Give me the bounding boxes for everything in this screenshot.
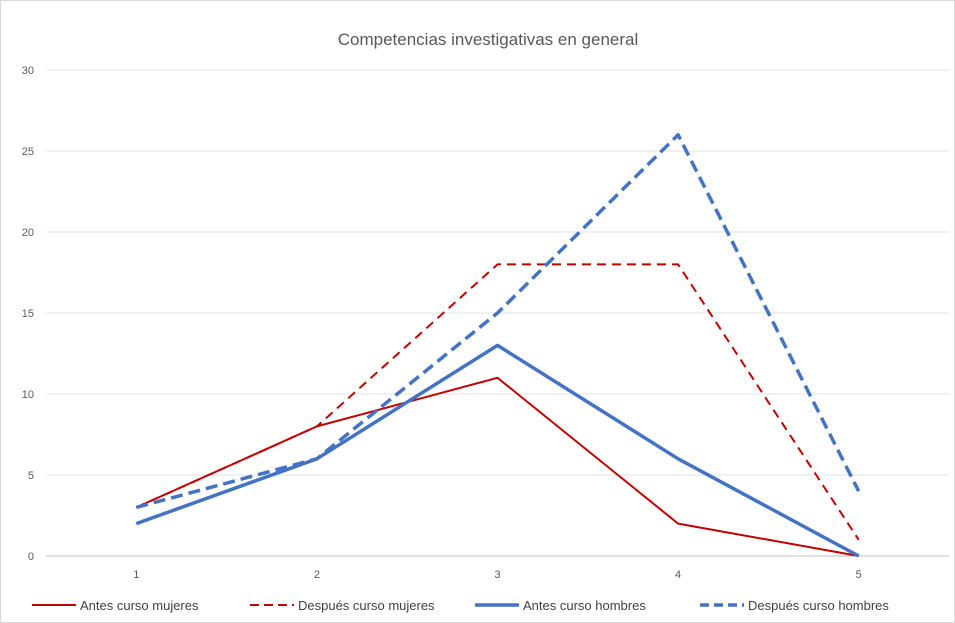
series-line-1 [135,376,859,557]
x-tick-label: 2 [314,569,320,581]
x-axis-ticks: 1 2 3 4 5 [133,569,862,581]
legend-label: Después curso mujeres [298,598,435,613]
legend-label: Antes curso hombres [523,598,646,613]
y-tick-label: 5 [28,470,34,482]
x-tick-label: 4 [675,569,681,581]
y-tick-label: 0 [28,551,34,563]
gridlines [46,69,949,557]
legend-label: Antes curso mujeres [80,598,199,613]
x-tick-label: 5 [856,569,862,581]
x-tick-label: 3 [494,569,500,581]
series-line-4 [135,133,861,510]
y-tick-label: 20 [22,227,34,239]
x-tick-label: 1 [133,569,139,581]
y-tick-label: 15 [22,308,34,320]
series-line-3 [135,343,860,558]
y-tick-label: 30 [22,65,34,77]
legend: Antes curso mujeres Después curso mujeres… [32,598,889,613]
series-lines [135,133,861,558]
y-tick-label: 10 [22,389,34,401]
series-line-2 [135,263,860,541]
y-axis-ticks: 0 5 10 15 20 25 30 [22,65,34,563]
chart-title: Competencias investigativas en general [338,30,639,49]
legend-label: Después curso hombres [748,598,889,613]
y-tick-label: 25 [22,146,34,158]
